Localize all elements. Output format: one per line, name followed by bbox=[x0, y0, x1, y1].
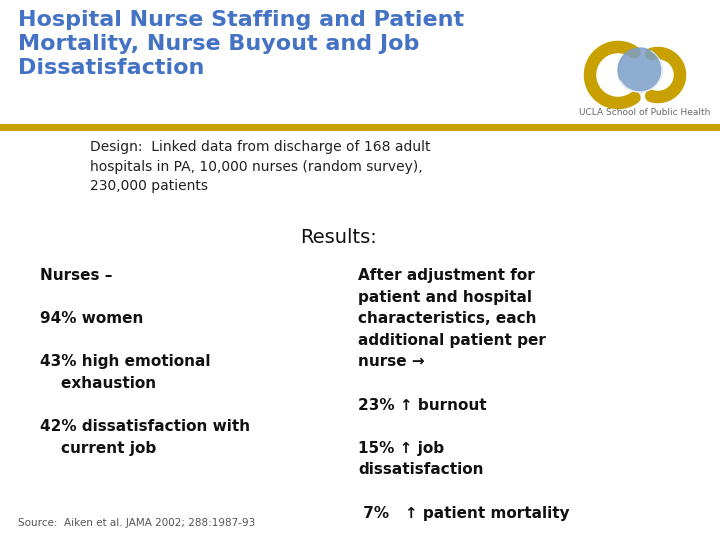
Text: UCLA School of Public Health: UCLA School of Public Health bbox=[580, 108, 711, 117]
Text: After adjustment for
patient and hospital
characteristics, each
additional patie: After adjustment for patient and hospita… bbox=[358, 268, 570, 521]
Text: Design:  Linked data from discharge of 168 adult
hospitals in PA, 10,000 nurses : Design: Linked data from discharge of 16… bbox=[90, 140, 431, 193]
Text: Nurses –

94% women

43% high emotional
    exhaustion

42% dissatisfaction with: Nurses – 94% women 43% high emotional ex… bbox=[40, 268, 250, 456]
Ellipse shape bbox=[618, 48, 662, 92]
Text: Hospital Nurse Staffing and Patient
Mortality, Nurse Buyout and Job
Dissatisfact: Hospital Nurse Staffing and Patient Mort… bbox=[18, 10, 464, 78]
Text: Source:  Aiken et al. JAMA 2002; 288:1987-93: Source: Aiken et al. JAMA 2002; 288:1987… bbox=[18, 518, 256, 528]
Text: Results:: Results: bbox=[300, 228, 377, 247]
